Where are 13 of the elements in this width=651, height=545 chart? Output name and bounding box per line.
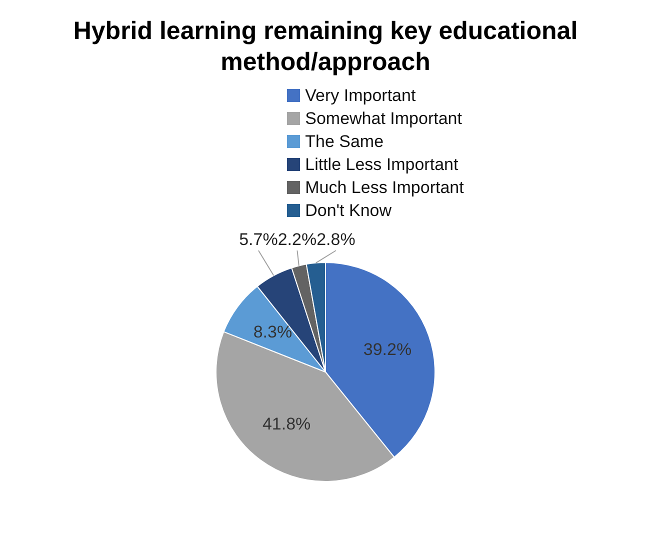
legend-label: Little Less Important: [305, 154, 458, 174]
data-label: 8.3%: [253, 322, 292, 342]
legend-label: The Same: [305, 132, 384, 152]
data-label: 39.2%: [363, 340, 412, 359]
data-label: 2.2%: [278, 230, 317, 250]
legend-label: Somewhat Important: [305, 108, 462, 128]
chart-title: Hybrid learning remaining key educational method/approach: [72, 16, 579, 78]
data-label: 5.7%: [239, 230, 278, 250]
legend-label: Much Less Important: [305, 178, 464, 198]
data-label: 2.8%: [316, 230, 356, 250]
legend-label: Don't Know: [305, 200, 392, 220]
data-label: 41.8%: [262, 414, 311, 434]
legend-label: Very Important: [305, 86, 416, 106]
